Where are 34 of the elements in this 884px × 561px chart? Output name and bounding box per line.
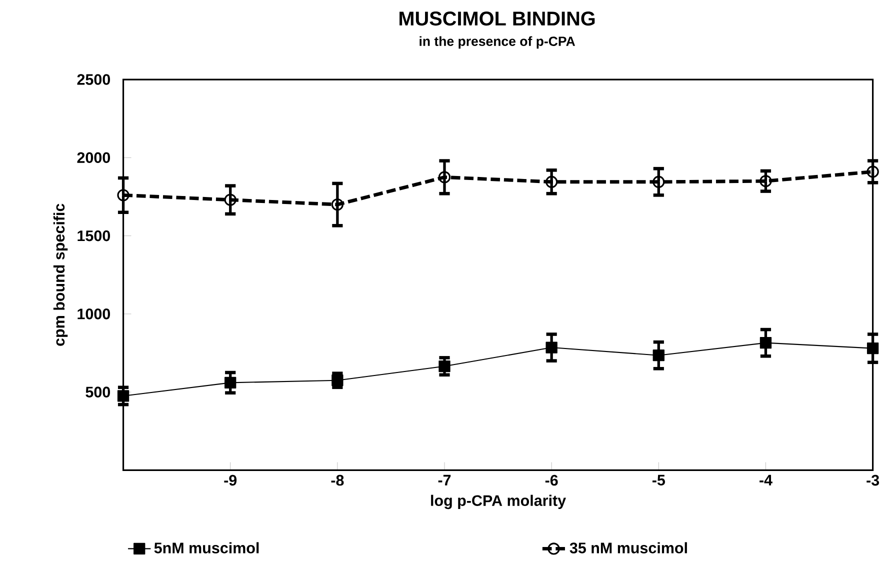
point xyxy=(438,171,451,184)
x-axis-title: log p-CPA molarity xyxy=(431,495,566,510)
point xyxy=(546,342,558,354)
y-tick-label: 2000 xyxy=(77,152,110,164)
y-tick-label: 2500 xyxy=(77,74,110,86)
x-tick-label: -5 xyxy=(652,475,665,486)
point xyxy=(652,176,665,188)
point xyxy=(331,198,344,211)
y-tick-label: 1000 xyxy=(78,308,110,320)
point xyxy=(866,342,879,354)
point xyxy=(866,166,879,178)
point xyxy=(224,194,236,206)
x-tick-label: -4 xyxy=(760,475,772,486)
legend-label: 5nM muscimol xyxy=(154,542,259,554)
point xyxy=(545,176,558,188)
point xyxy=(332,374,344,386)
x-tick-label: -6 xyxy=(545,475,558,486)
chart-subtitle: in the presence of p-CPA xyxy=(420,36,576,49)
y-tick-label: 1500 xyxy=(78,230,110,242)
point xyxy=(224,377,236,389)
point xyxy=(117,189,130,202)
y-tick-label: 500 xyxy=(86,386,110,398)
y-axis-title: cpm bound specific xyxy=(53,204,68,346)
point xyxy=(652,350,664,362)
x-tick-label: -3 xyxy=(866,475,880,486)
point xyxy=(117,390,130,402)
chart-title: MUSCIMOL BINDING xyxy=(400,12,595,26)
point xyxy=(760,337,772,349)
x-tick-label: -8 xyxy=(331,475,344,486)
legend-label: 35 nM muscimol xyxy=(570,542,687,554)
x-tick-label: -7 xyxy=(438,475,451,486)
point xyxy=(760,175,772,188)
point xyxy=(438,360,450,372)
x-tick-label: -9 xyxy=(224,475,237,486)
